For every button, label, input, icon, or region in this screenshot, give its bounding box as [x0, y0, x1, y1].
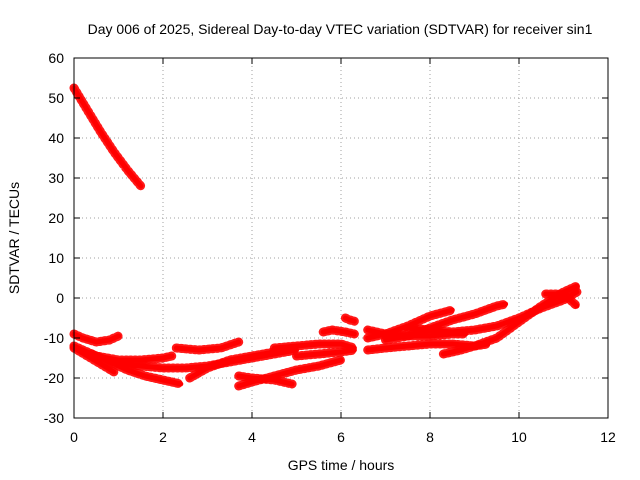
- y-tick-label: -10: [44, 330, 64, 346]
- series-points-arc-21: [541, 289, 582, 311]
- y-tick-label: 40: [48, 130, 64, 146]
- series-points-arc-11: [269, 339, 359, 353]
- x-tick-label: 8: [426, 429, 434, 445]
- series-points-arc-4: [69, 343, 119, 377]
- series-points-arc-2: [69, 329, 123, 347]
- x-tick-label: 6: [337, 429, 345, 445]
- series-points-arc-5: [87, 349, 186, 389]
- x-tick-label: 4: [248, 429, 256, 445]
- x-axis-label: GPS time / hours: [288, 457, 395, 473]
- series-points-arc-12: [292, 345, 359, 361]
- x-tick-label: 12: [600, 429, 616, 445]
- series-points-arc-1: [69, 83, 146, 191]
- x-tick-label: 2: [159, 429, 167, 445]
- series-points-arc-19: [403, 287, 582, 337]
- series-points-arc-14: [340, 313, 359, 326]
- y-tick-label: 0: [56, 290, 64, 306]
- series-points-arc-7: [171, 337, 244, 355]
- y-tick-label: -20: [44, 370, 64, 386]
- x-tick-label: 0: [70, 429, 78, 445]
- y-tick-label: -30: [44, 410, 64, 426]
- axis-ticks: 0 2 4 6 8 10 12 -30 -20 -10 0 10 20 30 40 50 60: [44, 50, 616, 445]
- y-tick-label: 30: [48, 170, 64, 186]
- series-points-arc-13: [318, 325, 359, 339]
- series-points-arc-8: [185, 347, 279, 383]
- y-tick-label: 20: [48, 210, 64, 226]
- y-tick-label: 10: [48, 250, 64, 266]
- series-points-arc-18: [381, 299, 511, 345]
- y-tick-label: 60: [48, 50, 64, 66]
- series-points-arc-10: [234, 355, 346, 391]
- chart-title: Day 006 of 2025, Sidereal Day-to-day VTE…: [88, 21, 593, 37]
- plot-data: [69, 83, 582, 391]
- x-tick-label: 10: [511, 429, 527, 445]
- y-axis-label: SDTVAR / TECUs: [6, 182, 22, 294]
- y-tick-label: 50: [48, 90, 64, 106]
